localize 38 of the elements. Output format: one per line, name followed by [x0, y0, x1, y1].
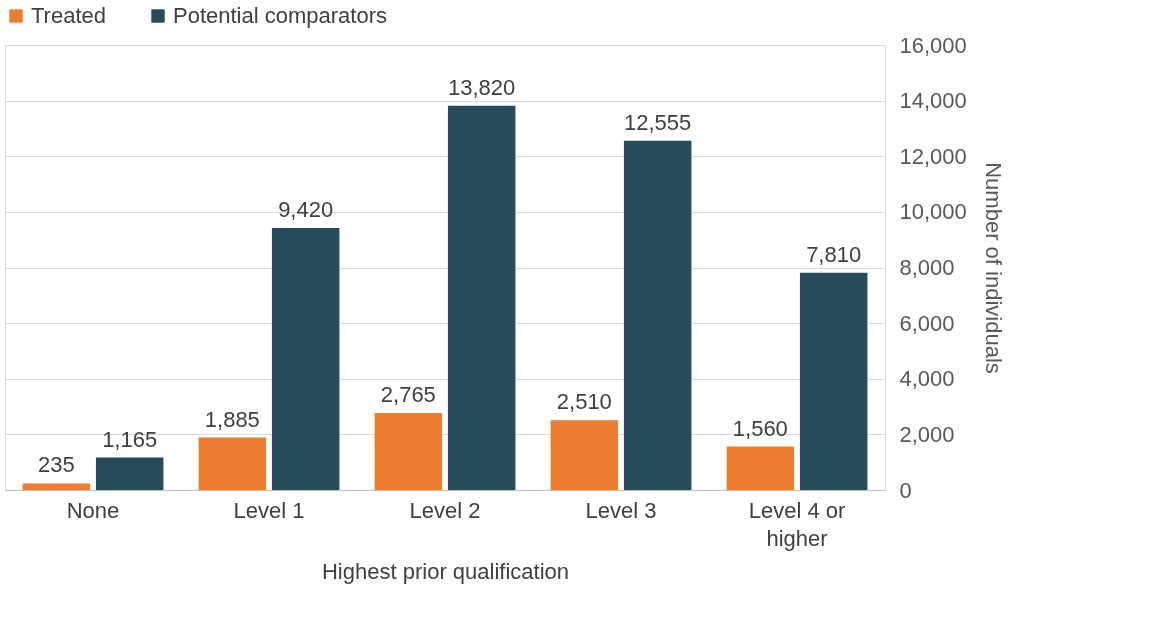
bar	[374, 413, 443, 490]
y-tick-label: 8,000	[899, 255, 955, 280]
x-tick-label: None	[66, 497, 120, 523]
bar	[623, 140, 692, 490]
data-label: 1,885	[204, 406, 260, 432]
x-axis-title: Highest prior qualification	[321, 558, 570, 584]
bar	[271, 228, 340, 490]
y-tick-label: 16,000	[899, 32, 967, 58]
data-label: 2,510	[556, 389, 612, 415]
data-label: 12,555	[624, 109, 692, 135]
bar	[22, 483, 91, 490]
bar	[726, 446, 795, 490]
bar	[550, 420, 619, 490]
bar	[198, 437, 267, 490]
x-tick-label: Level 2	[409, 497, 481, 523]
data-label: 1,560	[732, 415, 788, 441]
y-tick-label: 4,000	[899, 366, 955, 392]
data-label: 1,165	[102, 426, 158, 452]
y-tick-label: 12,000	[899, 143, 967, 169]
legend-label: Treated	[31, 3, 107, 28]
x-tick-label: Level 4 or higher	[748, 497, 846, 551]
bar	[447, 105, 516, 490]
data-label: 13,820	[448, 74, 516, 100]
data-label: 7,810	[806, 241, 862, 267]
y-tick-label: 14,000	[899, 88, 967, 114]
bar	[799, 272, 868, 490]
y-tick-label: 6,000	[899, 310, 955, 336]
data-label: 235	[37, 452, 75, 478]
legend-label: Potential comparators	[173, 3, 387, 28]
data-label: 9,420	[278, 197, 334, 223]
x-tick-label: Level 3	[585, 497, 657, 523]
y-axis-title: Number of individuals	[980, 162, 1006, 374]
y-tick-label: 0	[899, 477, 912, 503]
bar	[95, 457, 164, 490]
y-tick-label: 2,000	[899, 421, 955, 447]
x-tick-label: Level 1	[233, 497, 305, 523]
data-label: 2,765	[380, 382, 436, 408]
y-tick-label: 10,000	[899, 199, 967, 225]
